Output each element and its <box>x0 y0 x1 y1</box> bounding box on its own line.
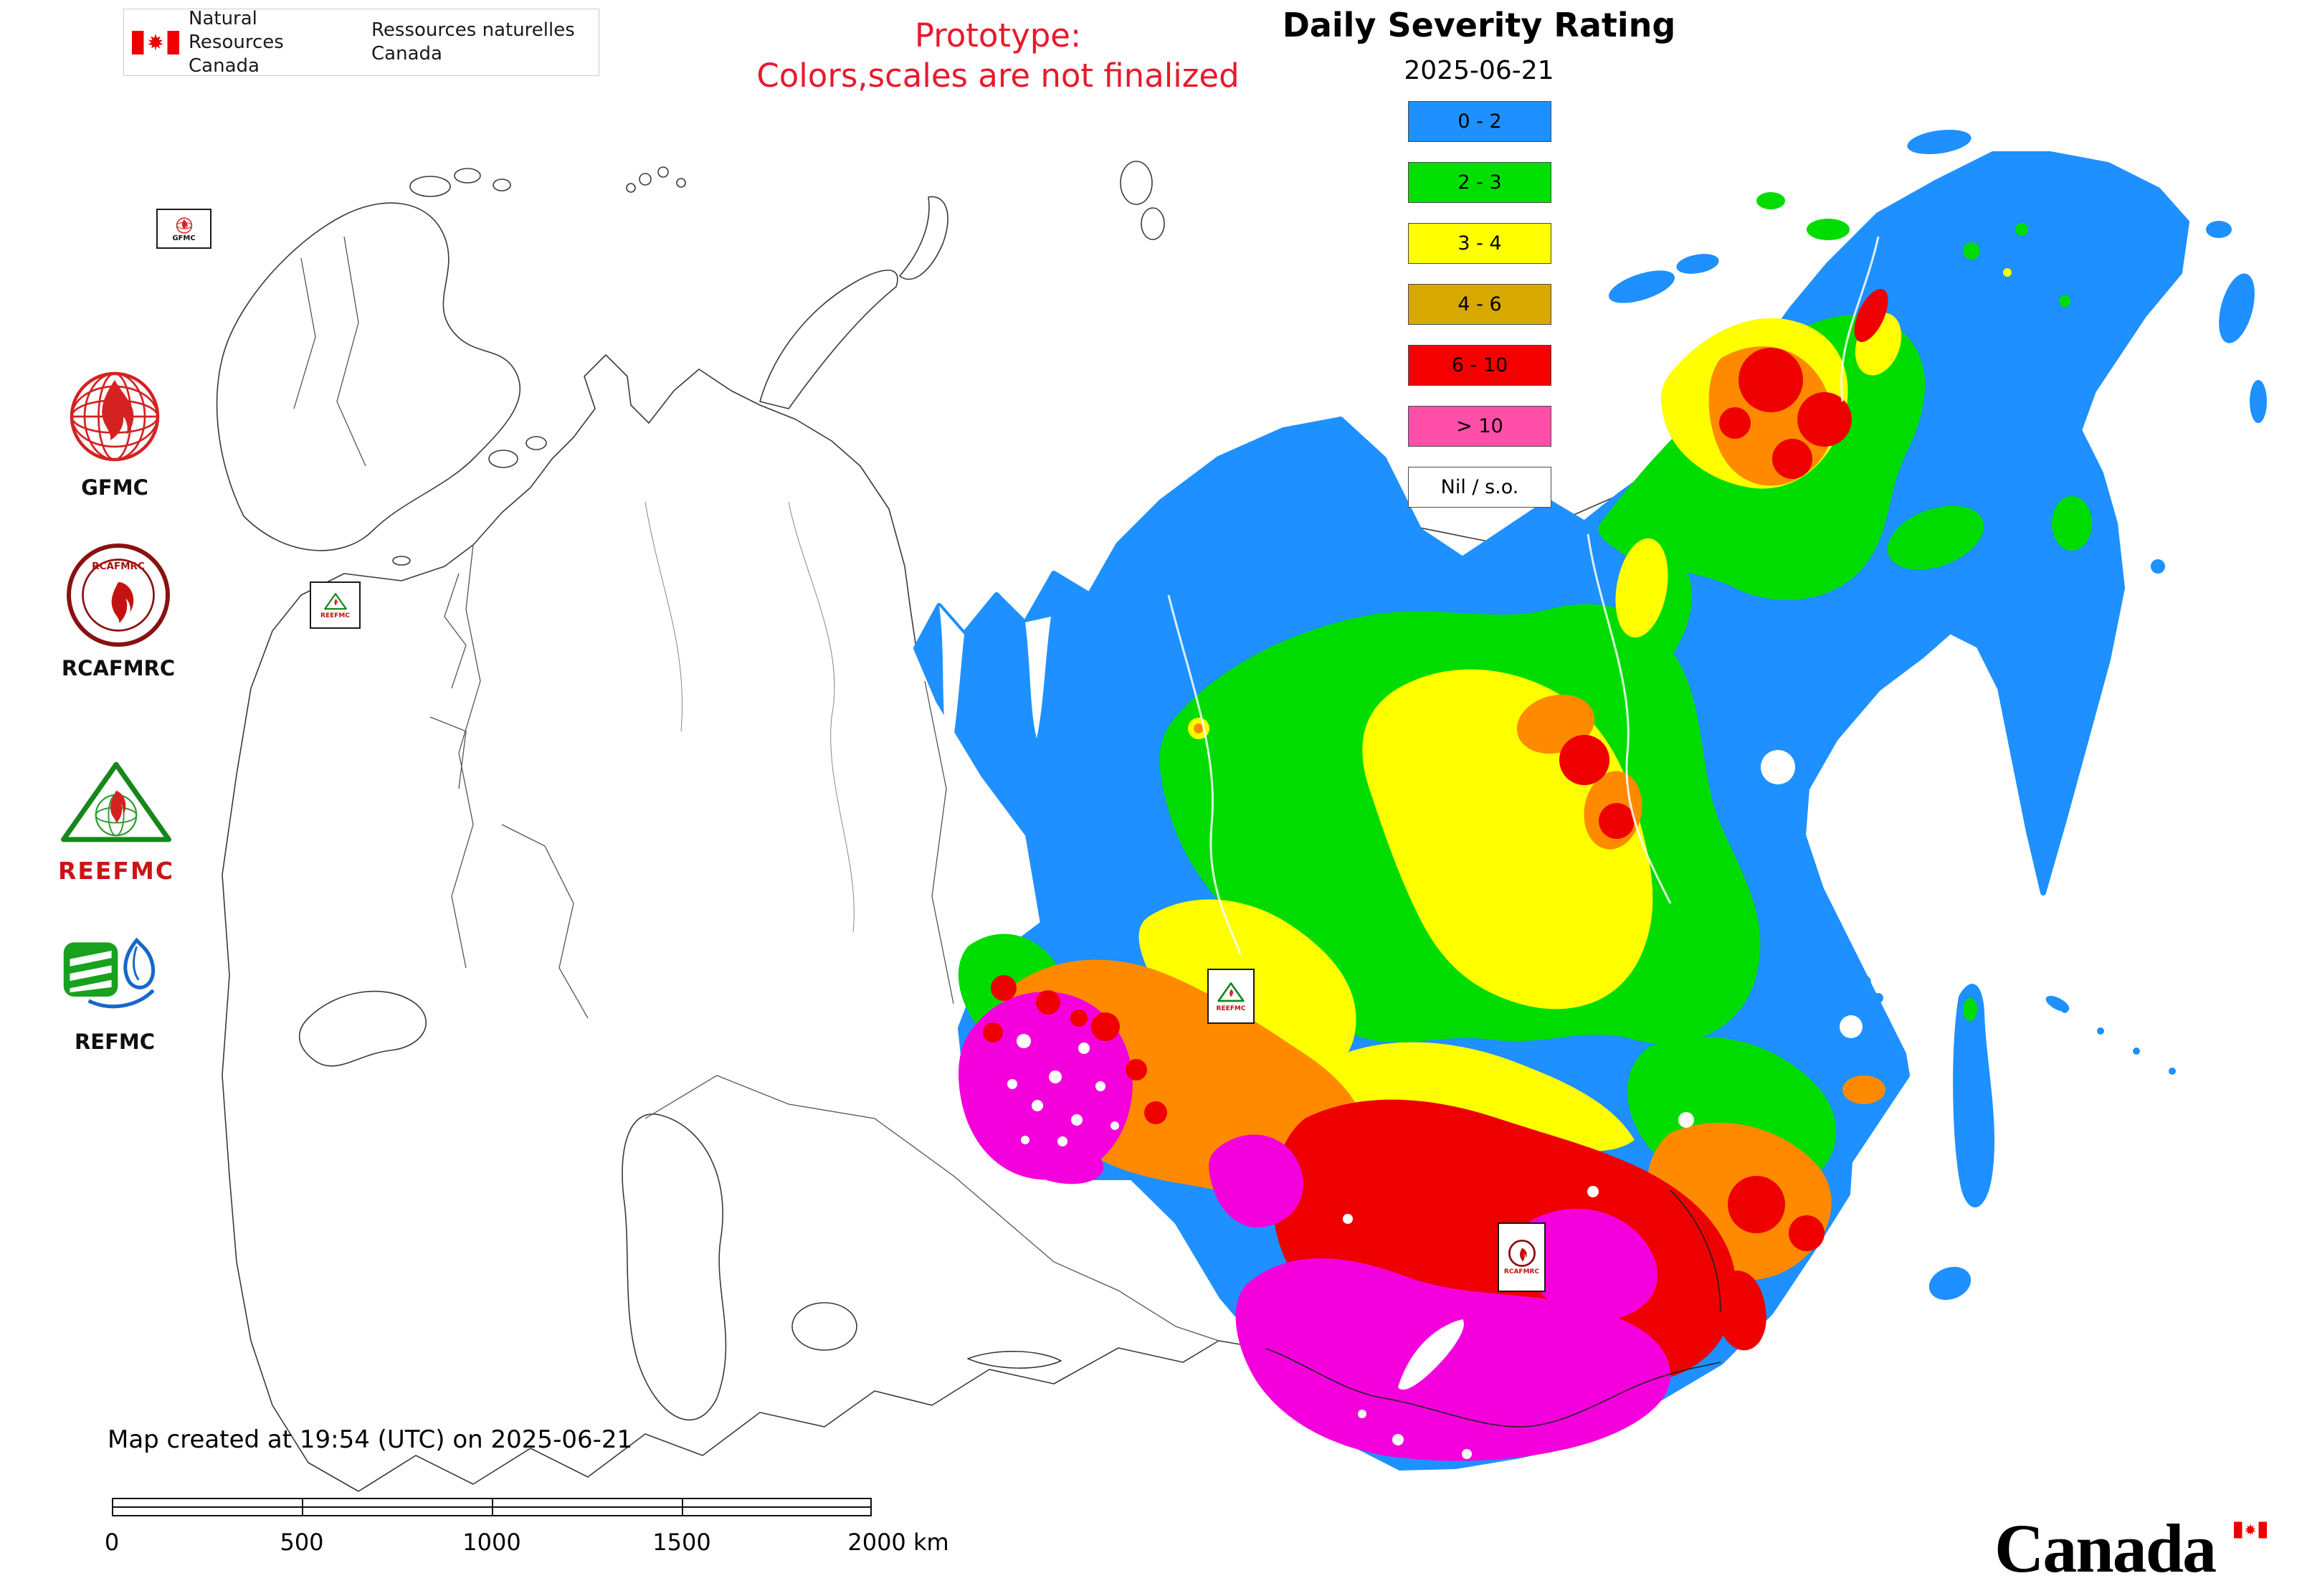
nrcan-en-line2: Canada <box>189 54 260 77</box>
rcafmrc-logo-icon: RCAFMRC <box>67 543 170 647</box>
reefmc-logo-block: REEFMC <box>37 756 195 885</box>
marker-label: REEFMC <box>320 612 350 619</box>
country-borders <box>293 236 1219 1341</box>
severity-red-hotspots <box>983 975 1167 1124</box>
legend-item-3-4: 3 - 4 <box>1408 223 1551 264</box>
nrcan-signature: Natural Resources Canada Ressources natu… <box>123 7 599 78</box>
nrcan-en-line1: Natural Resources <box>189 7 284 53</box>
legend-item-nil: Nil / s.o. <box>1408 467 1551 508</box>
gfmc-label: GFMC <box>81 475 148 500</box>
aral-sea <box>791 1302 857 1351</box>
prototype-line1: Prototype: <box>914 16 1082 54</box>
map-marker-reefmc-1: REEFMC <box>310 581 361 629</box>
page-title: Daily Severity Rating <box>1282 6 1676 44</box>
map-marker-gfmc: GFMC <box>156 209 211 249</box>
nrcan-title-fr: Ressources naturelles Canada <box>371 19 575 66</box>
borders-over-color <box>1265 1189 1721 1428</box>
map-created-text: Map created at 19:54 (UTC) on 2025-06-21 <box>108 1425 633 1454</box>
rcafmrc-mini-icon <box>1508 1240 1536 1267</box>
map-marker-reefmc-2: REEFMC <box>1207 969 1255 1024</box>
prototype-line2: Colors,scales are not finalized <box>756 57 1240 95</box>
scale-label-0: 0 <box>104 1529 120 1556</box>
canada-wordmark: Canada <box>1994 1510 2217 1587</box>
gfmc-logo-icon <box>70 371 160 462</box>
scale-label-1000: 1000 <box>462 1529 521 1556</box>
legend-item-2-3: 2 - 3 <box>1408 162 1551 203</box>
legend-item-4-6: 4 - 6 <box>1408 284 1551 325</box>
reefmc-label: REEFMC <box>57 857 175 885</box>
refmc-label: REFMC <box>74 1030 156 1054</box>
legend-label: 0 - 2 <box>1457 110 1502 133</box>
prototype-warning: Prototype: Colors,scales are not finaliz… <box>675 16 1321 96</box>
black-sea <box>298 990 427 1067</box>
map-marker-rcafmrc: RCAFMRC <box>1498 1222 1546 1292</box>
reefmc-logo-icon <box>60 761 172 842</box>
reefmc-mini-icon <box>323 592 347 609</box>
marker-label: GFMC <box>172 234 196 242</box>
legend: 0 - 2 2 - 3 3 - 4 4 - 6 6 - 10 > 10 Nil … <box>1408 101 1551 528</box>
rcafmrc-inner-text: RCAFMRC <box>92 561 145 572</box>
scandinavia-outline <box>216 202 520 551</box>
title-block: Daily Severity Rating 2025-06-21 <box>1246 6 1712 85</box>
gfmc-logo-block: GFMC <box>50 361 179 500</box>
sakhalin-green-spot <box>1963 998 1977 1021</box>
legend-label: > 10 <box>1456 415 1503 437</box>
reefmc-mini-icon <box>1217 982 1245 1002</box>
legend-item-gt10: > 10 <box>1408 406 1551 447</box>
legend-item-0-2: 0 - 2 <box>1408 101 1551 142</box>
marker-label: REEFMC <box>1216 1005 1246 1012</box>
scale-label-500: 500 <box>280 1529 324 1556</box>
nrcan-title-en: Natural Resources Canada <box>189 7 357 78</box>
nrcan-fr-line1: Ressources naturelles <box>371 19 575 41</box>
legend-label: Nil / s.o. <box>1440 476 1519 498</box>
rcafmrc-label: RCAFMRC <box>61 656 176 680</box>
legend-label: 3 - 4 <box>1457 232 1502 255</box>
sakhalin-island <box>1953 984 1995 1207</box>
nil-dots <box>1007 750 1863 1459</box>
refmc-logo-block: REFMC <box>54 931 176 1054</box>
scale-label-2000: 2000 km <box>847 1529 949 1556</box>
refmc-logo-icon <box>63 937 156 1009</box>
legend-label: 4 - 6 <box>1457 293 1502 315</box>
novaya-zemlya <box>759 270 898 409</box>
severity-layer-magenta <box>959 992 1670 1461</box>
legend-label: 6 - 10 <box>1451 354 1508 376</box>
legend-item-6-10: 6 - 10 <box>1408 345 1551 386</box>
marker-label: RCAFMRC <box>1503 1268 1540 1276</box>
lake-balkhash <box>967 1351 1062 1369</box>
caspian-sea <box>622 1113 727 1421</box>
canada-wordmark-flag-icon <box>2234 1521 2267 1539</box>
rcafmrc-logo-block: RCAFMRC RCAFMRC <box>61 541 176 680</box>
rivers <box>1167 236 1880 954</box>
nrcan-fr-line2: Canada <box>371 43 442 65</box>
scale-label-1500: 1500 <box>652 1529 711 1556</box>
canada-flag-icon <box>132 30 179 54</box>
islands <box>1609 129 2267 1301</box>
gfmc-mini-icon <box>176 217 192 234</box>
legend-label: 2 - 3 <box>1457 171 1502 194</box>
map-date: 2025-06-21 <box>1404 56 1554 85</box>
scale-bar <box>112 1498 872 1516</box>
